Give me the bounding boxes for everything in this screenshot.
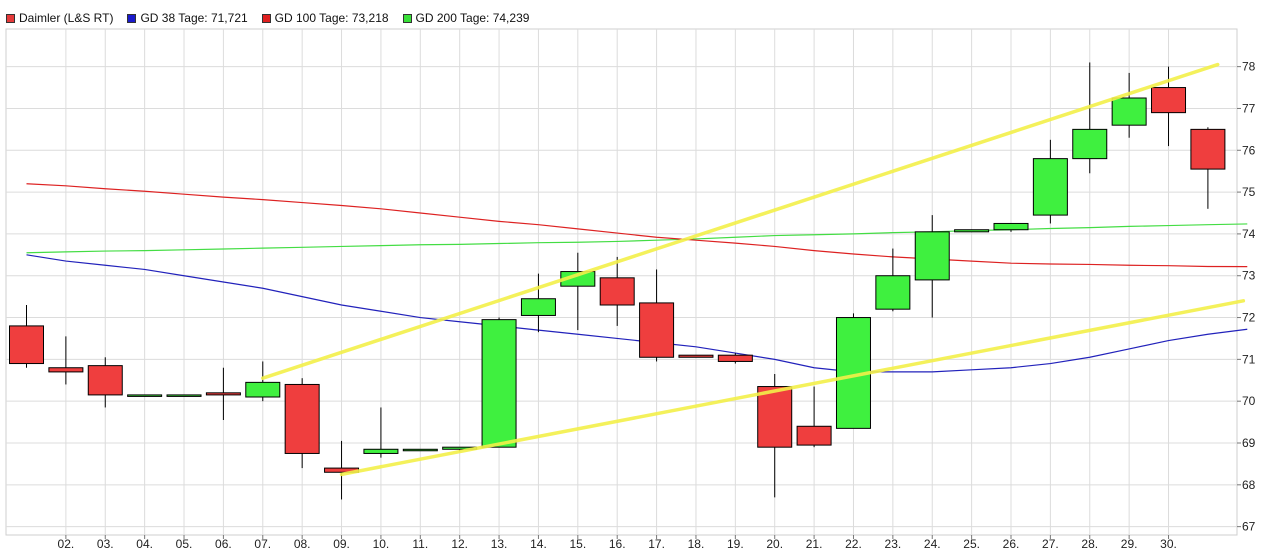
candle-down xyxy=(284,383,320,454)
x-tick-label: 18. xyxy=(688,537,705,551)
x-tick-label: 11. xyxy=(412,537,428,551)
x-tick-label: 23. xyxy=(885,537,902,551)
y-tick-label: 69 xyxy=(1242,436,1256,450)
x-tick-label: 16. xyxy=(609,537,626,551)
y-tick-label: 71 xyxy=(1242,352,1256,366)
x-tick-label: 03. xyxy=(97,537,114,551)
legend-item: GD 200 Tage: 74,239 xyxy=(402,11,530,25)
x-tick-label: 17. xyxy=(648,537,665,551)
x-tick-label: 26. xyxy=(1003,537,1020,551)
y-tick-label: 68 xyxy=(1242,478,1256,492)
y-tick-label: 73 xyxy=(1242,269,1256,283)
candle-down xyxy=(48,367,84,373)
candle-up xyxy=(481,319,517,448)
candle-down xyxy=(599,277,635,306)
legend-swatch xyxy=(127,13,137,23)
legend-swatch xyxy=(261,13,271,23)
x-tick-label: 06. xyxy=(215,537,232,551)
x-tick-label: 05. xyxy=(176,537,193,551)
candle-down xyxy=(9,325,44,365)
legend-swatch xyxy=(402,13,412,23)
candle-up xyxy=(993,222,1029,231)
x-tick-label: 08. xyxy=(294,537,311,551)
gd38-line xyxy=(26,254,1248,373)
legend-item: GD 38 Tage: 71,721 xyxy=(127,11,248,25)
x-tick-label: 12. xyxy=(451,537,468,551)
candle-down xyxy=(796,425,832,446)
trendline xyxy=(261,62,1220,380)
y-tick-label: 72 xyxy=(1242,311,1256,325)
legend-label: GD 38 Tage: 71,721 xyxy=(140,11,248,25)
x-tick-label: 10. xyxy=(373,537,390,551)
y-tick-label: 77 xyxy=(1242,101,1256,115)
x-tick-label: 14. xyxy=(530,537,547,551)
candle-up xyxy=(402,448,438,452)
candle-up xyxy=(1111,97,1147,126)
y-tick-label: 74 xyxy=(1242,227,1256,241)
x-tick-label: 19. xyxy=(727,537,744,551)
candle-down xyxy=(757,386,793,448)
x-tick-label: 13. xyxy=(491,537,508,551)
candle-up xyxy=(914,231,950,281)
x-tick-label: 25. xyxy=(963,537,980,551)
x-tick-label: 24. xyxy=(924,537,941,551)
x-tick-label: 28. xyxy=(1081,537,1098,551)
x-tick-label: 20. xyxy=(766,537,783,551)
candle-down xyxy=(205,392,241,396)
candle-up xyxy=(954,229,990,233)
candle-down xyxy=(1151,87,1187,114)
x-tick-label: 30. xyxy=(1160,537,1177,551)
y-tick-label: 70 xyxy=(1242,394,1256,408)
y-tick-label: 76 xyxy=(1242,143,1256,157)
candle-down xyxy=(717,354,753,362)
candle-up xyxy=(166,394,202,397)
x-tick-label: 09. xyxy=(333,537,350,551)
candle-down xyxy=(678,354,714,358)
candle-up xyxy=(363,448,399,454)
candle-up xyxy=(875,275,911,310)
candle-up xyxy=(1072,128,1108,160)
x-tick-label: 02. xyxy=(58,537,75,551)
legend-item: GD 100 Tage: 73,218 xyxy=(261,11,389,25)
y-tick-label: 67 xyxy=(1242,520,1256,534)
legend-label: GD 100 Tage: 73,218 xyxy=(274,11,389,25)
candle-down xyxy=(87,365,123,396)
x-tick-label: 15. xyxy=(569,537,586,551)
legend-swatch xyxy=(6,13,15,23)
y-tick-label: 75 xyxy=(1242,185,1256,199)
legend-label: Daimler (L&S RT) xyxy=(19,11,114,25)
candle-up xyxy=(1032,158,1068,216)
x-tick-label: 22. xyxy=(845,537,862,551)
candle-up xyxy=(127,394,163,397)
candle-down xyxy=(639,302,675,358)
candle-up xyxy=(520,298,556,316)
legend-item: Daimler (L&S RT) xyxy=(6,11,113,25)
legend-label: GD 200 Tage: 74,239 xyxy=(415,11,530,25)
x-tick-label: 27. xyxy=(1042,537,1059,551)
chart-legend: Daimler (L&S RT) GD 38 Tage: 71,721 GD 100… xyxy=(6,10,529,26)
x-tick-label: 07. xyxy=(254,537,271,551)
candle-down xyxy=(1190,128,1226,170)
gd200-line xyxy=(26,223,1248,254)
gd100-line xyxy=(26,183,1248,268)
candle-up xyxy=(245,381,281,398)
y-tick-label: 78 xyxy=(1242,60,1256,74)
x-tick-label: 04. xyxy=(136,537,153,551)
x-tick-label: 29. xyxy=(1121,537,1138,551)
x-tick-label: 21. xyxy=(806,537,823,551)
trendline xyxy=(339,299,1246,477)
